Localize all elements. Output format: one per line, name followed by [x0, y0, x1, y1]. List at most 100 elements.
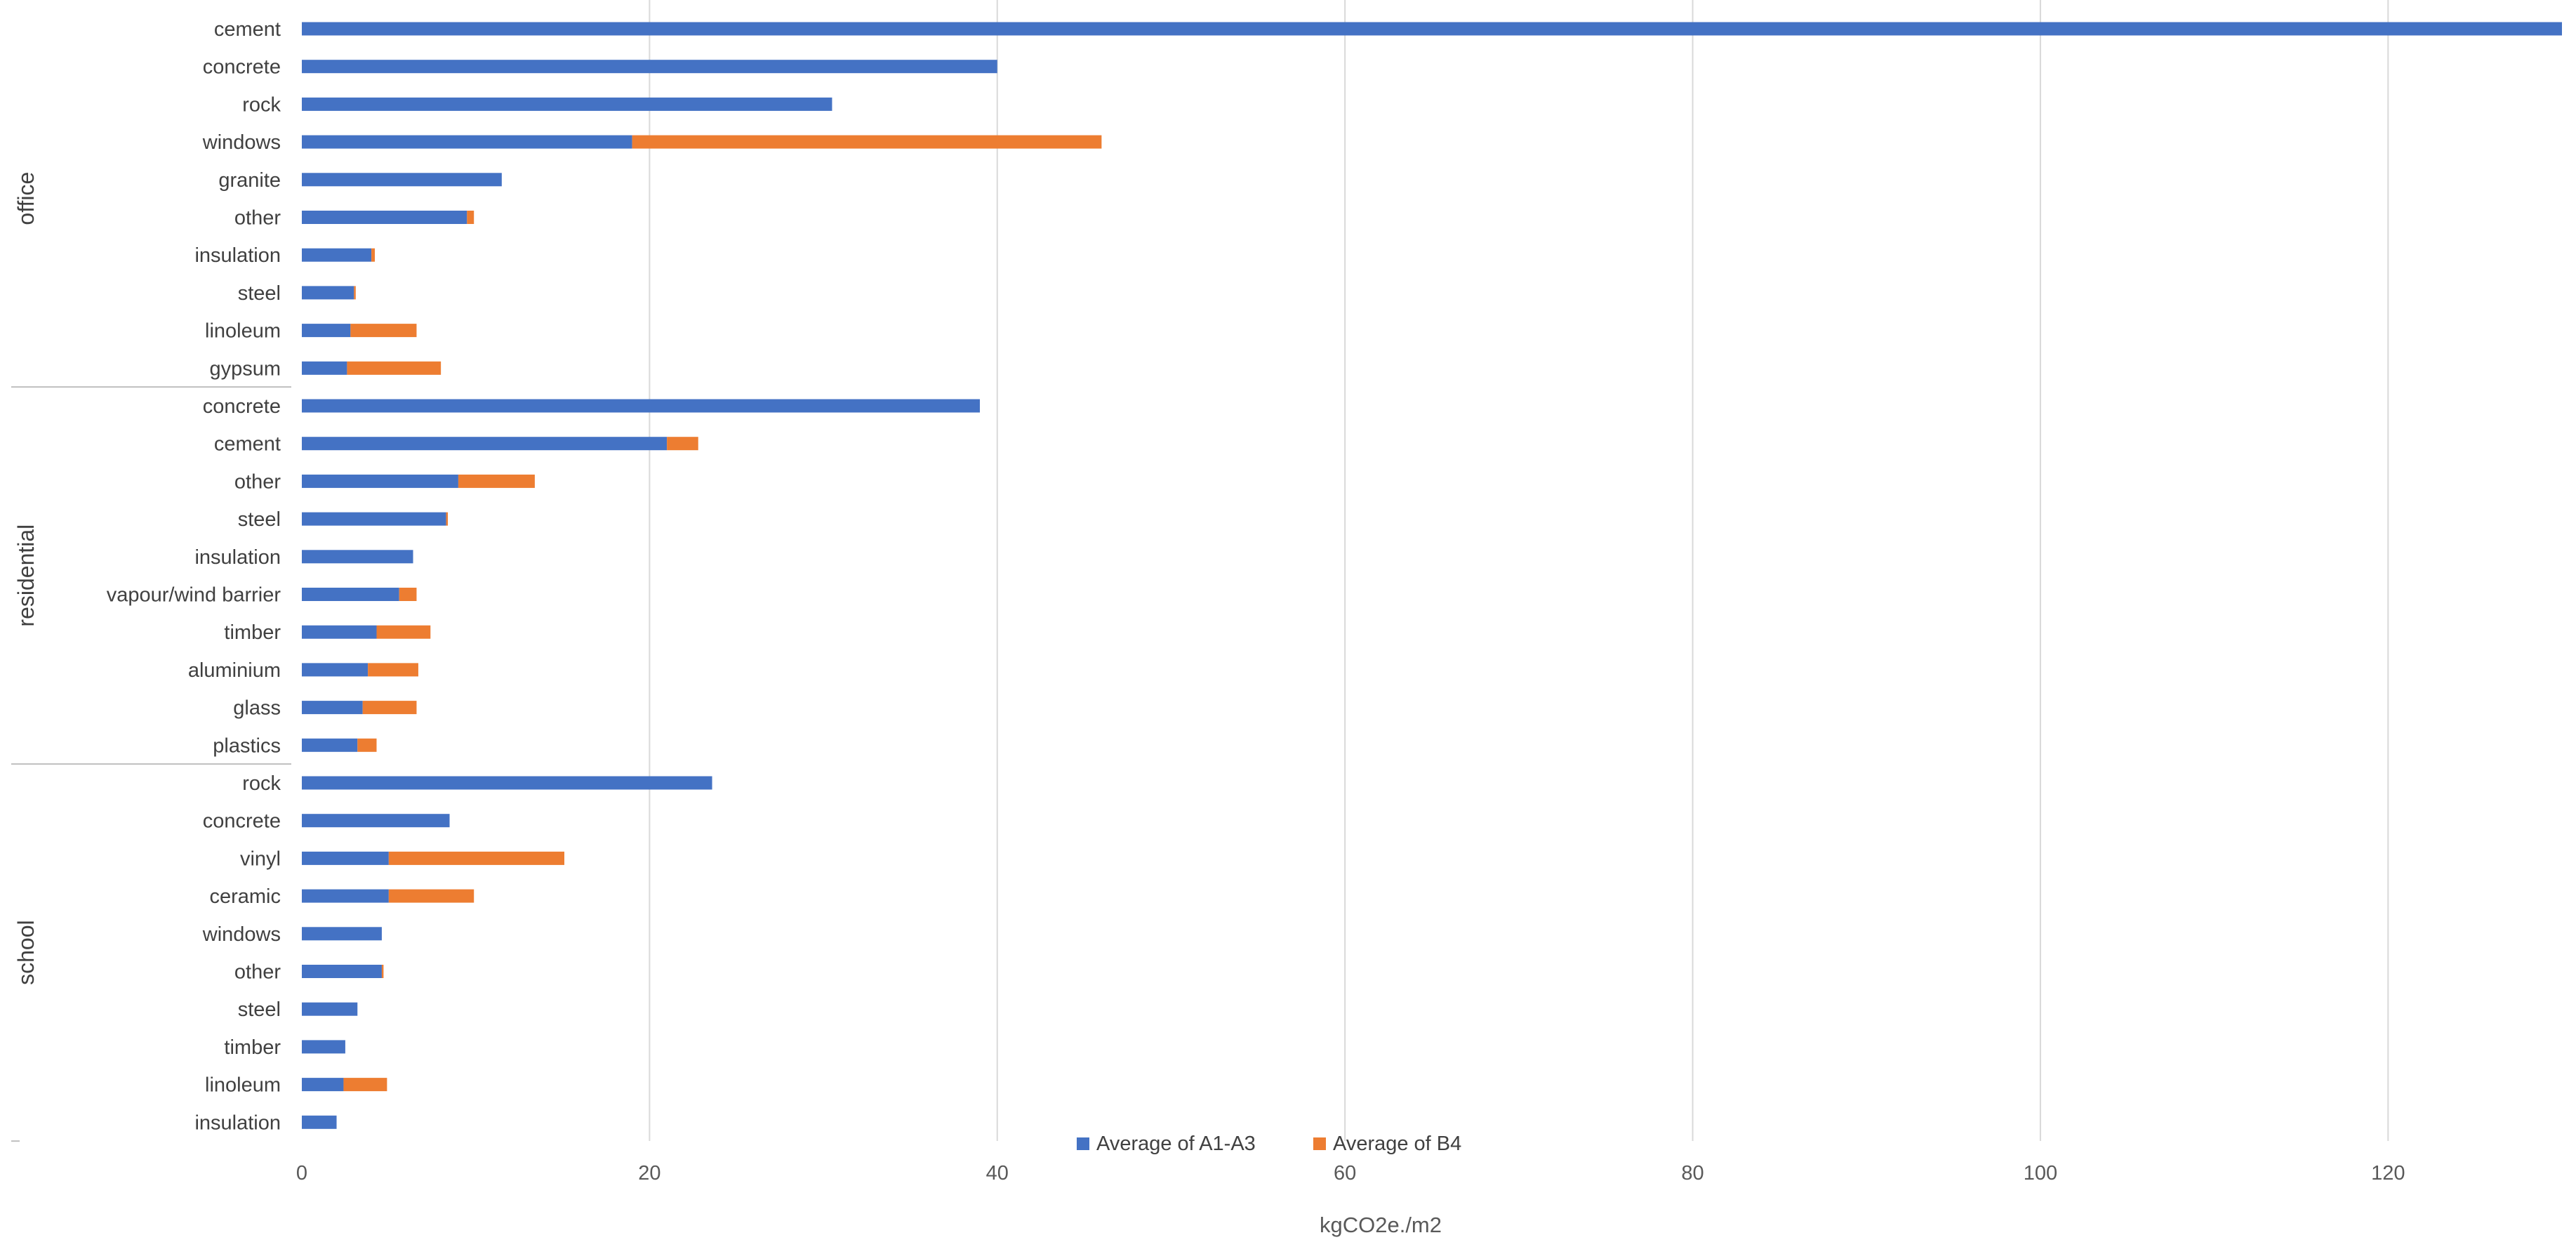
category-label-office-other: other: [234, 207, 281, 230]
bar-b4-residential-plastics: [357, 738, 377, 752]
category-label-office-linoleum: linoleum: [205, 320, 281, 343]
legend-swatch-a1-a3: [1077, 1137, 1089, 1150]
category-label-residential-aluminium: aluminium: [188, 659, 281, 682]
category-label-office-windows: windows: [202, 131, 281, 154]
category-label-office-insulation: insulation: [194, 244, 281, 267]
bar-a1-a3-office-windows: [302, 135, 632, 149]
bar-a1-a3-residential-aluminium: [302, 663, 369, 677]
category-label-school-windows: windows: [202, 923, 281, 946]
bar-b4-residential-aluminium: [368, 663, 418, 677]
bar-a1-a3-school-windows: [302, 927, 382, 941]
x-tick-label: 120: [2371, 1162, 2405, 1185]
bar-a1-a3-school-steel: [302, 1002, 358, 1016]
bar-b4-school-vinyl: [388, 851, 565, 865]
bar-a1-a3-residential-timber: [302, 625, 377, 639]
bar-b4-residential-timber: [376, 625, 431, 639]
bar-a1-a3-office-concrete: [302, 60, 997, 74]
category-label-residential-timber: timber: [224, 621, 281, 644]
x-tick-label: 60: [1334, 1162, 1356, 1185]
bar-a1-a3-school-other: [302, 965, 382, 978]
category-label-office-concrete: concrete: [203, 56, 281, 79]
bar-b4-residential-steel: [446, 512, 449, 526]
group-labels: office residential school: [13, 172, 39, 985]
category-label-office-gypsum: gypsum: [209, 357, 281, 380]
category-label-residential-concrete: concrete: [203, 395, 281, 418]
bar-a1-a3-residential-cement: [302, 437, 668, 451]
x-tick-label: 100: [2024, 1162, 2057, 1185]
category-label-residential-cement: cement: [214, 433, 281, 456]
bar-a1-a3-school-linoleum: [302, 1078, 344, 1092]
legend-label-a1-a3: Average of A1-A3: [1096, 1133, 1256, 1155]
bar-a1-a3-residential-other: [302, 474, 458, 488]
x-tick-label: 20: [638, 1162, 660, 1185]
bar-b4-office-insulation: [371, 248, 376, 262]
category-label-school-rock: rock: [242, 772, 281, 795]
x-tick-label: 0: [296, 1162, 307, 1185]
category-label-residential-plastics: plastics: [213, 734, 281, 757]
category-label-office-rock: rock: [242, 93, 281, 116]
bar-a1-a3-office-rock: [302, 97, 832, 111]
category-label-school-insulation: insulation: [194, 1111, 281, 1134]
category-label-residential-other: other: [234, 470, 281, 493]
x-axis-title: kgCO2e./m2: [1320, 1213, 1442, 1237]
category-label-office-steel: steel: [238, 282, 281, 305]
bar-b4-office-steel: [354, 286, 356, 300]
category-labels: cement concrete rock windows granite other ins…: [107, 18, 281, 1134]
bar-b4-office-gypsum: [347, 361, 441, 375]
bar-a1-a3-office-other: [302, 211, 467, 224]
bar-a1-a3-office-insulation: [302, 248, 372, 262]
legend: Average of A1-A3 Average of B4: [1077, 1133, 1461, 1155]
bar-a1-a3-school-insulation: [302, 1115, 337, 1129]
bar-b4-school-ceramic: [388, 889, 474, 903]
category-label-school-other: other: [234, 961, 281, 984]
bar-b4-school-linoleum: [343, 1078, 387, 1092]
bar-b4-residential-other: [458, 474, 535, 488]
bar-a1-a3-residential-concrete: [302, 399, 980, 413]
gridlines: [649, 0, 2389, 1141]
category-label-office-granite: granite: [218, 169, 281, 192]
group-label-school: school: [13, 920, 39, 985]
group-separators: [11, 386, 291, 1142]
bar-b4-school-other: [381, 965, 384, 978]
x-tick-label: 80: [1681, 1162, 1704, 1185]
category-label-school-steel: steel: [238, 998, 281, 1021]
bar-a1-a3-residential-glass: [302, 701, 363, 715]
bar-a1-a3-office-cement: [302, 22, 2562, 36]
bar-a1-a3-school-timber: [302, 1040, 345, 1054]
category-label-residential-vapour-wind-barrier: vapour/wind barrier: [107, 584, 281, 607]
bar-a1-a3-residential-plastics: [302, 738, 358, 752]
category-label-school-vinyl: vinyl: [240, 847, 281, 870]
group-label-office: office: [13, 172, 39, 225]
bars: [302, 22, 2562, 1129]
x-tick-labels: 0 20 40 60 80 100 120: [296, 1162, 2405, 1185]
bar-a1-a3-office-granite: [302, 173, 502, 187]
bar-a1-a3-residential-vapour-wind-barrier: [302, 588, 399, 601]
bar-b4-office-linoleum: [350, 324, 417, 338]
legend-label-b4: Average of B4: [1333, 1133, 1461, 1155]
bar-b4-residential-vapour-wind-barrier: [399, 588, 417, 601]
category-label-school-timber: timber: [224, 1036, 281, 1059]
category-label-school-linoleum: linoleum: [205, 1074, 281, 1097]
bar-a1-a3-school-ceramic: [302, 889, 389, 903]
bar-b4-residential-cement: [667, 437, 698, 451]
category-label-office-cement: cement: [214, 18, 281, 41]
bar-a1-a3-school-vinyl: [302, 851, 389, 865]
bar-a1-a3-school-rock: [302, 776, 712, 790]
bar-b4-residential-glass: [362, 701, 417, 715]
category-label-residential-insulation: insulation: [194, 546, 281, 569]
bar-a1-a3-office-gypsum: [302, 361, 347, 375]
bar-a1-a3-residential-steel: [302, 512, 446, 526]
x-tick-label: 40: [986, 1162, 1009, 1185]
category-label-school-concrete: concrete: [203, 810, 281, 833]
bar-b4-office-other: [467, 211, 474, 224]
bar-b4-office-windows: [632, 135, 1102, 149]
legend-swatch-b4: [1313, 1137, 1326, 1150]
bar-a1-a3-residential-insulation: [302, 550, 413, 564]
category-label-residential-glass: glass: [233, 697, 281, 720]
group-label-residential: residential: [13, 524, 39, 627]
category-label-school-ceramic: ceramic: [209, 885, 281, 908]
bar-a1-a3-office-linoleum: [302, 324, 351, 338]
category-label-residential-steel: steel: [238, 508, 281, 531]
